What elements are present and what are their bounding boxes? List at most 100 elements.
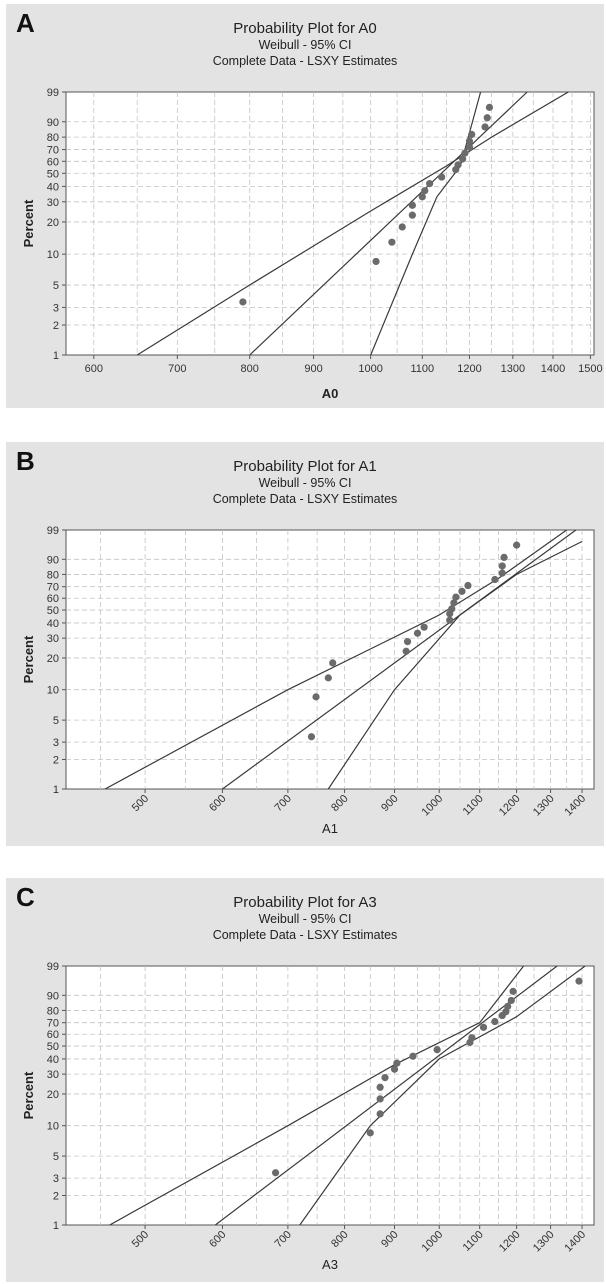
ci-lower-bound: [327, 540, 583, 789]
data-points: [271, 977, 583, 1177]
data-point: [479, 1023, 488, 1031]
data-point: [491, 1017, 499, 1026]
data-point: [329, 659, 337, 667]
data-point: [426, 180, 434, 188]
y-tick-label: 99: [47, 961, 59, 973]
data-point: [403, 638, 412, 646]
data-point: [481, 123, 489, 131]
chart-panel-c: C Probability Plot for A3 Weibull - 95% …: [6, 878, 604, 1282]
y-tick-label: 1: [53, 1220, 59, 1232]
x-tick-label: 700: [273, 793, 294, 814]
data-point: [458, 587, 466, 595]
data-point: [376, 1083, 384, 1091]
y-tick-label: 3: [53, 1173, 59, 1185]
data-point: [485, 103, 494, 111]
chart-title: Probability Plot for A3: [233, 894, 377, 911]
x-tick-label: 1500: [578, 363, 602, 375]
x-tick-label: 900: [379, 1229, 400, 1250]
x-axis-label: A1: [322, 821, 338, 836]
x-tick-label: 1000: [358, 363, 382, 375]
plot-area: [65, 91, 595, 356]
data-point: [409, 1052, 417, 1060]
x-tick-label: 700: [168, 363, 186, 375]
data-point: [390, 1065, 399, 1073]
chart-subtitle: Weibull - 95% CI: [258, 476, 352, 490]
panel-letter: B: [16, 446, 35, 476]
y-tick-label: 5: [53, 715, 59, 727]
y-tick-label: 90: [47, 117, 59, 129]
data-point: [575, 977, 583, 985]
data-point: [498, 569, 506, 577]
chart-title: Probability Plot for A0: [233, 20, 377, 37]
ci-lower-bound: [299, 966, 586, 1225]
data-points: [307, 541, 521, 741]
data-point: [398, 223, 406, 231]
data-point: [446, 616, 454, 624]
y-tick-label: 40: [47, 181, 59, 193]
y-tick-label: 3: [53, 737, 59, 749]
x-tick-label: 1400: [562, 1229, 588, 1255]
x-tick-label: 500: [130, 793, 151, 814]
x-tick-label: 700: [273, 1229, 294, 1250]
y-tick-label: 20: [47, 653, 59, 665]
data-point: [498, 562, 506, 570]
x-axis-label: A0: [322, 386, 339, 401]
data-point: [454, 161, 462, 169]
x-tick-label: 1400: [562, 793, 588, 819]
data-point: [239, 298, 247, 306]
data-point: [418, 193, 426, 201]
y-tick-label: 60: [47, 156, 59, 168]
y-tick-label: 10: [47, 1121, 59, 1133]
y-axis-label: Percent: [21, 635, 36, 683]
data-point: [491, 575, 499, 584]
fitted-line: [249, 92, 528, 355]
data-point: [413, 629, 422, 637]
data-point: [483, 114, 491, 122]
y-tick-label: 80: [47, 1005, 59, 1017]
x-tick-label: 1100: [410, 363, 434, 375]
data-point: [513, 541, 521, 549]
x-tick-label: 1200: [457, 363, 481, 375]
x-tick-label: 900: [379, 793, 400, 814]
x-tick-label: 600: [207, 793, 228, 814]
x-tick-label: 1000: [420, 793, 446, 819]
grid: [66, 92, 594, 355]
y-tick-label: 80: [47, 132, 59, 144]
x-tick-label: 1300: [531, 1229, 557, 1255]
y-axis-label: Percent: [21, 1071, 36, 1119]
y-tick-label: 30: [47, 197, 59, 209]
y-tick-label: 40: [47, 618, 59, 630]
x-tick-label: 1200: [497, 1229, 523, 1255]
data-point: [433, 1046, 441, 1054]
y-tick-label: 50: [47, 605, 59, 617]
data-point: [420, 623, 428, 631]
data-point: [438, 173, 446, 181]
plot-svg: 500 600 700 800 900 1000 1100 1200 1300 1400 1 2 3 5 1…: [21, 525, 595, 836]
x-tick-label: 600: [207, 1229, 228, 1250]
y-tick-label: 5: [53, 280, 59, 292]
chart-subtitle-2: Complete Data - LSXY Estimates: [212, 492, 398, 506]
y-tick-label: 99: [47, 87, 59, 99]
x-tick-label: 1100: [461, 1229, 486, 1254]
y-tick-label: 1: [53, 784, 59, 796]
chart-subtitle-2: Complete Data - LSXY Estimates: [212, 928, 398, 942]
x-axis-label: A3: [322, 1257, 338, 1272]
plot-area: [65, 529, 595, 790]
fitted-line: [214, 966, 558, 1225]
x-tick-label: 1400: [541, 363, 565, 375]
y-tick-label: 30: [47, 633, 59, 645]
y-tick-label: 40: [47, 1054, 59, 1066]
data-point: [324, 674, 332, 682]
y-tick-label: 1: [53, 350, 59, 362]
chart-panel-b: B Probability Plot for A1 Weibull - 95% …: [6, 442, 604, 846]
x-tick-label: 800: [329, 793, 350, 814]
y-tick-label: 30: [47, 1069, 59, 1081]
data-point: [408, 211, 416, 219]
x-tick-label: 1000: [420, 1229, 446, 1255]
y-tick-label: 50: [47, 1041, 59, 1053]
data-point: [408, 201, 416, 209]
grid: [66, 530, 594, 789]
data-point: [376, 1110, 384, 1118]
chart-subtitle: Weibull - 95% CI: [258, 38, 352, 52]
x-tick-label: 900: [304, 363, 322, 375]
